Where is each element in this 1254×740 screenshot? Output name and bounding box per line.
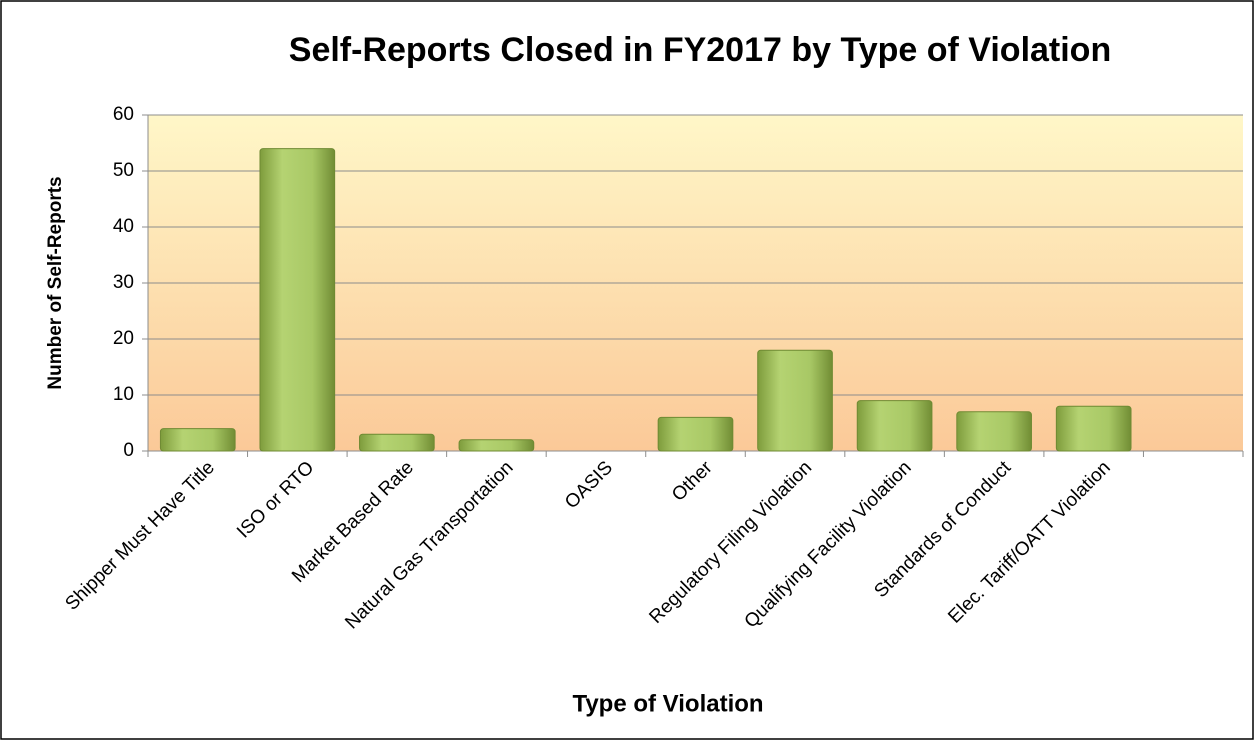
bar <box>359 433 435 452</box>
bar <box>757 349 833 452</box>
x-axis-label: Type of Violation <box>572 690 763 717</box>
y-tick-label: 30 <box>113 272 134 293</box>
y-tick-label: 10 <box>113 384 134 405</box>
y-tick-label: 0 <box>123 440 134 461</box>
bar <box>856 400 933 452</box>
y-tick-label: 20 <box>113 328 134 349</box>
bar <box>657 416 734 452</box>
y-tick-label: 60 <box>113 104 134 125</box>
bar <box>259 148 336 452</box>
y-tick-label: 40 <box>113 216 134 237</box>
chart-title: Self-Reports Closed in FY2017 by Type of… <box>289 31 1111 69</box>
bar <box>1055 405 1132 452</box>
bar <box>159 428 236 452</box>
y-tick-label: 50 <box>113 160 134 181</box>
y-axis-label: Number of Self-Reports <box>45 176 66 389</box>
bar <box>458 439 535 452</box>
bar <box>956 411 1032 452</box>
